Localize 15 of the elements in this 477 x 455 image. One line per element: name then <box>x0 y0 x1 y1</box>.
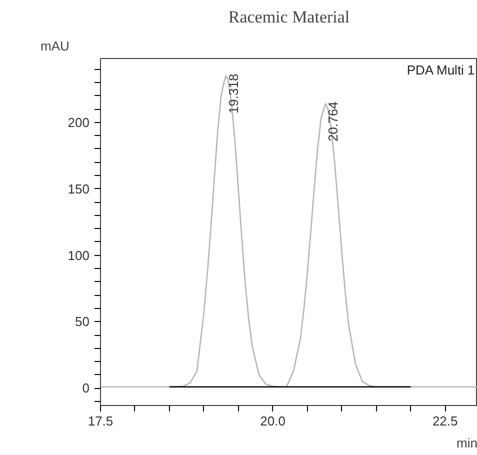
y-tick-label: 0 <box>82 380 90 396</box>
y-tick-label: 100 <box>68 248 90 263</box>
y-tick-label: 50 <box>75 314 90 330</box>
x-tick-label: 22.5 <box>432 414 458 428</box>
chart-title: Racemic Material <box>228 8 350 26</box>
x-axis-title: min <box>456 436 477 450</box>
x-tick-label: 20.0 <box>260 414 286 428</box>
line-series <box>100 75 477 388</box>
x-tick-label: 17.5 <box>88 414 114 428</box>
y-tick-label: 150 <box>68 181 90 196</box>
annotation: PDA Multi 1 <box>406 62 475 78</box>
y-axis-title: mAU <box>40 38 70 54</box>
y-tick-label: 200 <box>68 114 90 130</box>
annotation: 19.318 <box>226 74 241 114</box>
annotation: 20.764 <box>325 102 340 142</box>
